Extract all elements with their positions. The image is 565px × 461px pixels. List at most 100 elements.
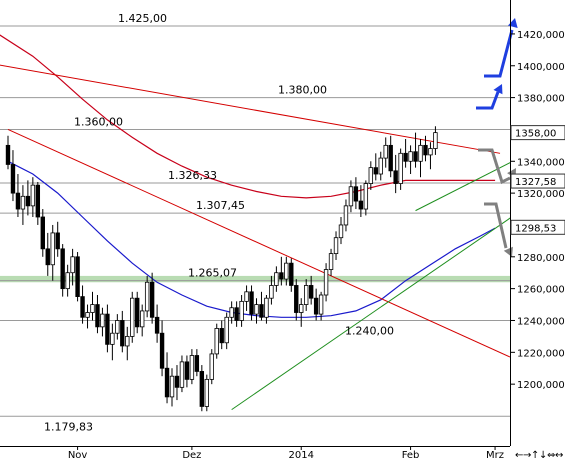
- level-label: 1.307,45: [196, 199, 245, 212]
- candle-body: [169, 375, 175, 398]
- level-label: 1.265,07: [188, 267, 237, 280]
- overlay-layer: 1.425,00 1.380,00 1.360,00 1.326,33 1.307,45…: [44, 12, 518, 433]
- candle-body: [338, 224, 344, 239]
- candle-body: [328, 253, 334, 270]
- candle-body: [15, 192, 21, 210]
- candle-body: [403, 152, 408, 162]
- price-label: 1327,58: [515, 177, 556, 188]
- price-label: 1298,53: [515, 223, 556, 234]
- candle-body: [413, 151, 418, 162]
- candle-body: [120, 320, 125, 347]
- y-tick-label: 1260,000: [517, 285, 565, 296]
- down-arrow-2: [484, 202, 508, 249]
- nav-control-4[interactable]: ⇔: [547, 450, 555, 461]
- plot-area: [0, 25, 510, 417]
- y-tick-label: 1320,000: [517, 189, 565, 200]
- level-label: 1.425,00: [118, 12, 167, 25]
- candle-body: [289, 262, 294, 286]
- candle-body: [368, 167, 374, 184]
- y-tick-label: 1220,000: [517, 348, 565, 359]
- candle-body: [363, 183, 369, 210]
- candle-body: [294, 285, 299, 313]
- candle-body: [353, 186, 359, 202]
- candle-body: [408, 151, 413, 162]
- x-tick-label: Dez: [182, 450, 201, 461]
- candle-body: [189, 355, 195, 380]
- candle-body: [229, 307, 234, 318]
- price-label-box: [510, 125, 565, 141]
- candle-body: [95, 304, 100, 328]
- candle-body: [20, 195, 26, 210]
- candle-body: [110, 332, 115, 345]
- candle-body: [50, 232, 55, 266]
- nav-control-5[interactable]: ↔: [555, 450, 563, 461]
- candle-body: [100, 313, 105, 328]
- candle-body: [199, 371, 205, 407]
- candle-body: [244, 291, 249, 302]
- candle-body: [105, 313, 110, 345]
- candle-body: [125, 335, 130, 347]
- level-label: 1.360,00: [74, 115, 123, 128]
- y-tick-label: 1200,000: [517, 380, 565, 391]
- x-tick-label: Feb: [402, 450, 420, 461]
- moving-average-red: [0, 34, 496, 199]
- candle-body: [264, 297, 269, 318]
- candle-body: [383, 144, 388, 159]
- down-arrow-1: [478, 148, 511, 185]
- candle-body: [179, 361, 185, 388]
- candle-body: [35, 184, 41, 218]
- nav-control-2[interactable]: ↑: [531, 450, 539, 461]
- candle-body: [299, 304, 304, 313]
- candle-body: [149, 281, 155, 318]
- nav-control-1[interactable]: →: [523, 450, 531, 461]
- candle-body: [5, 144, 11, 165]
- candle-body: [398, 152, 403, 184]
- red-trend-line: [7, 128, 510, 358]
- y-tick-label: 1280,000: [517, 253, 565, 264]
- nav-control-3[interactable]: ↓: [539, 450, 547, 461]
- y-tick-label: 1340,000: [517, 157, 565, 168]
- y-tick-label: 1380,000: [517, 94, 565, 105]
- window-controls[interactable]: ← → ↑ ↓ ⇔ ↔: [515, 450, 563, 461]
- candle-body: [249, 291, 254, 315]
- candle-body: [10, 164, 16, 194]
- up-arrow-long: [484, 29, 514, 78]
- candle-body: [184, 361, 190, 380]
- candle-body: [433, 132, 438, 149]
- candle-body: [234, 307, 239, 321]
- y-tick-label: 1400,000: [517, 62, 565, 73]
- candle-body: [30, 184, 36, 207]
- x-axis: Nov Dez 2014 Feb Mrz: [0, 446, 510, 461]
- candle-body: [75, 256, 80, 297]
- candle-body: [90, 304, 95, 313]
- candle-body: [224, 316, 229, 344]
- level-label: 1.380,00: [278, 84, 327, 97]
- candle-body: [159, 332, 165, 369]
- candle-body: [423, 144, 428, 156]
- candle-body: [303, 285, 309, 305]
- candle-body: [139, 310, 145, 328]
- y-tick-label: 1240,000: [517, 316, 565, 327]
- candle-body: [378, 157, 383, 175]
- candle-body: [214, 328, 219, 355]
- candle-body: [308, 285, 314, 299]
- candle-body: [25, 195, 31, 207]
- candle-body: [60, 248, 65, 290]
- candle-body: [219, 328, 224, 344]
- candle-body: [259, 304, 264, 318]
- candle-body: [333, 237, 339, 255]
- price-label-box: [510, 173, 565, 189]
- candle-body: [65, 272, 70, 290]
- candle-body: [313, 297, 319, 315]
- candle-body: [204, 378, 209, 407]
- candle-body: [209, 353, 214, 380]
- red-trend-line: [0, 64, 501, 154]
- candle-body: [254, 304, 259, 315]
- up-arrow-short: [476, 91, 500, 110]
- candle-body: [343, 205, 349, 226]
- candle-body: [428, 148, 433, 156]
- price-label-box: [510, 219, 565, 235]
- candle-body: [80, 296, 85, 318]
- nav-control-0[interactable]: ←: [515, 450, 523, 461]
- y-axis: 1200,000 1220,000 1240,000 1260,000 1280,000…: [510, 0, 565, 446]
